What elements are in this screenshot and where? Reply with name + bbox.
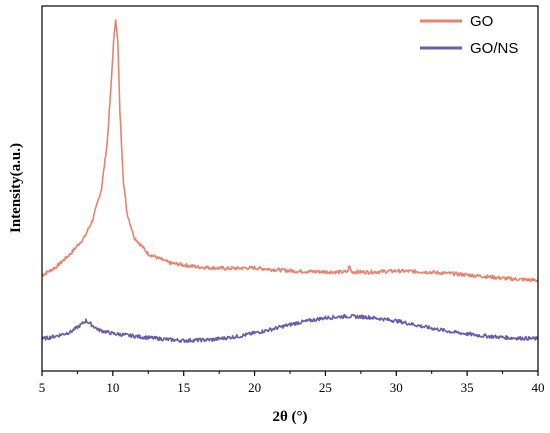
x-tick-label-20: 20 <box>248 380 261 395</box>
x-tick-label-35: 35 <box>461 380 474 395</box>
legend-label-go: GO <box>470 13 493 30</box>
x-tick-label-40: 40 <box>532 380 545 395</box>
x-axis-title: 2θ (°) <box>272 409 307 425</box>
tick-layer: 5 10 15 20 25 30 35 40 <box>39 371 545 395</box>
legend-label-go-ns: GO/NS <box>470 40 518 57</box>
x-tick-label-10: 10 <box>106 380 119 395</box>
x-tick-label-25: 25 <box>319 380 332 395</box>
legend: GO GO/NS <box>420 13 518 57</box>
series-layer <box>41 19 539 343</box>
y-axis-title: Intensity(a.u.) <box>8 143 24 233</box>
series-line-go <box>41 19 539 283</box>
plot-frame <box>41 5 539 372</box>
x-tick-label-30: 30 <box>390 380 403 395</box>
x-tick-label-15: 15 <box>177 380 190 395</box>
series-line-go-ns <box>41 313 539 343</box>
x-tick-label-5: 5 <box>39 380 46 395</box>
